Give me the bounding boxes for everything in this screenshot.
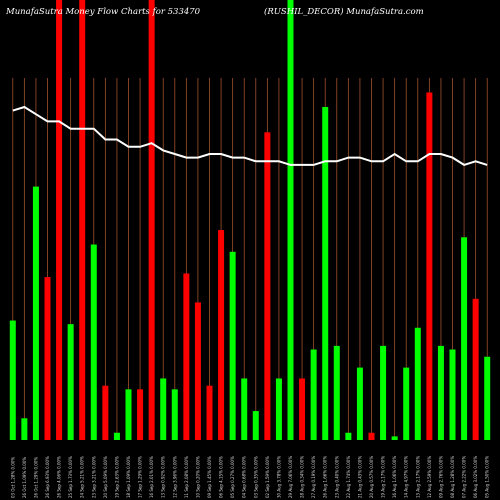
x-tick-label: 22 Aug 1.74% 0.00%	[346, 456, 351, 498]
x-tick-label: 07 Aug 2.22% 0.00%	[462, 456, 467, 498]
x-tick-label: 26 Sep 6.93% 0.00%	[45, 456, 50, 498]
x-tick-label: 10 Sep 0.20% 0.00%	[195, 456, 200, 498]
x-tick-label: 30 Aug 3.78% 0.00%	[276, 456, 281, 498]
bar	[345, 432, 352, 440]
bar	[310, 349, 317, 440]
bar	[461, 237, 468, 440]
x-tick-label: 26 Oct 1.29% 0.00%	[33, 457, 38, 498]
x-tick-label: 03 Oct 1.28% 0.00%	[10, 457, 15, 498]
x-tick-label: 12 Aug 2.59% 0.00%	[427, 456, 432, 498]
x-tick-label: 18 Sep 1.09% 0.00%	[126, 456, 131, 498]
x-tick-label: 19 Aug 2.17% 0.00%	[381, 456, 386, 498]
bar	[275, 378, 282, 440]
x-tick-label: 28 Aug 0.34% 0.00%	[300, 456, 305, 498]
x-tick-label: 20 Sep 5.09% 0.00%	[103, 456, 108, 498]
x-tick-label: 16 Sep 2.01% 0.00%	[149, 456, 154, 498]
x-tick-label: 13 Aug 2.17% 0.00%	[415, 456, 420, 498]
x-tick-label: 24 Sep 5.21% 0.00%	[80, 456, 85, 498]
x-tick-label: 25 Sep 1.73% 0.00%	[68, 456, 73, 498]
bar	[368, 432, 375, 440]
x-tick-label: 13 Sep 0.92% 0.00%	[161, 456, 166, 498]
bar	[148, 0, 155, 440]
bar	[9, 320, 16, 440]
x-tick-label: 05 Sep 0.27% 0.00%	[230, 456, 235, 498]
x-tick-label: 17 Sep 1.29% 0.00%	[138, 456, 143, 498]
bar	[125, 389, 132, 440]
bar	[102, 385, 109, 440]
bar	[333, 345, 340, 440]
bar	[299, 378, 306, 440]
bar	[403, 367, 410, 440]
bar	[322, 106, 329, 441]
x-tick-label: 09 Sep 1.45% 0.00%	[207, 456, 212, 498]
bar	[356, 367, 363, 440]
bar	[437, 345, 444, 440]
x-tick-label: 09 Aug 2.76% 0.00%	[438, 456, 443, 498]
x-tick-label: 23 Aug 0.40% 0.00%	[334, 456, 339, 498]
x-tick-label: 27 Aug 0.19% 0.00%	[311, 456, 316, 498]
bar	[67, 324, 74, 440]
x-tick-labels: 03 Oct 1.28% 0.00% 26 Oct 1.09% 0.00% 26 O…	[10, 456, 489, 498]
chart-title-left: MunafaSutra Money Flow Charts for 533470	[5, 7, 201, 17]
x-tick-label: 12 Sep 3.96% 0.00%	[172, 456, 177, 498]
bar	[44, 277, 51, 440]
x-tick-label: 14 Aug 4.97% 0.00%	[404, 456, 409, 498]
x-tick-label: 08 Aug 1.28% 0.00%	[450, 456, 455, 498]
x-tick-label: 20 Aug 0.57% 0.00%	[369, 456, 374, 498]
bar	[137, 389, 144, 440]
bar	[113, 432, 120, 440]
bars-layer	[9, 0, 491, 441]
bar	[79, 0, 86, 440]
bar	[287, 0, 294, 440]
bar	[218, 230, 225, 440]
bar	[171, 389, 178, 440]
chart-title-right: (RUSHIL_DECOR) MunafaSutra.com	[264, 6, 424, 17]
x-tick-label: 26 Sep 4.06% 0.00%	[57, 456, 62, 498]
x-tick-label: 06 Aug 3.02% 0.00%	[473, 456, 478, 498]
bar	[56, 0, 63, 440]
bar	[229, 251, 236, 440]
bar	[380, 345, 387, 440]
x-tick-label: 26 Aug 1.66% 0.00%	[323, 456, 328, 498]
x-tick-label: 29 Aug 7.06% 0.00%	[288, 456, 293, 498]
x-tick-label: 04 Sep 0.68% 0.00%	[242, 456, 247, 498]
bar	[449, 349, 456, 440]
x-tick-label: 05 Aug 1.50% 0.00%	[485, 456, 490, 498]
x-tick-label: 21 Aug 0.43% 0.00%	[357, 456, 362, 498]
bar	[252, 411, 259, 440]
bar	[183, 273, 190, 440]
bar	[241, 378, 248, 440]
bar	[484, 356, 491, 440]
bar	[414, 327, 421, 440]
x-tick-label: 02 Sep 1.59% 0.00%	[265, 456, 270, 498]
x-tick-label: 26 Oct 1.09% 0.00%	[22, 457, 27, 498]
x-tick-label: 19 Sep 2.63% 0.00%	[114, 456, 119, 498]
bar	[90, 244, 97, 440]
bar	[194, 302, 201, 440]
x-tick-label: 06 Sep 4.15% 0.00%	[219, 456, 224, 498]
bar	[391, 436, 398, 440]
x-tick-label: 11 Sep 2.08% 0.00%	[184, 456, 189, 498]
bar	[472, 298, 479, 440]
bar	[160, 378, 167, 440]
bar	[206, 385, 213, 440]
bar	[21, 418, 28, 440]
bar	[264, 132, 271, 441]
x-tick-label: 23 Sep 3.21% 0.00%	[91, 456, 96, 498]
bar	[32, 186, 39, 440]
x-tick-label: 03 Sep 0.35% 0.00%	[253, 456, 258, 498]
bar	[426, 92, 433, 440]
x-tick-label: 16 Aug 1.06% 0.00%	[392, 456, 397, 498]
money-flow-line	[12, 105, 488, 166]
